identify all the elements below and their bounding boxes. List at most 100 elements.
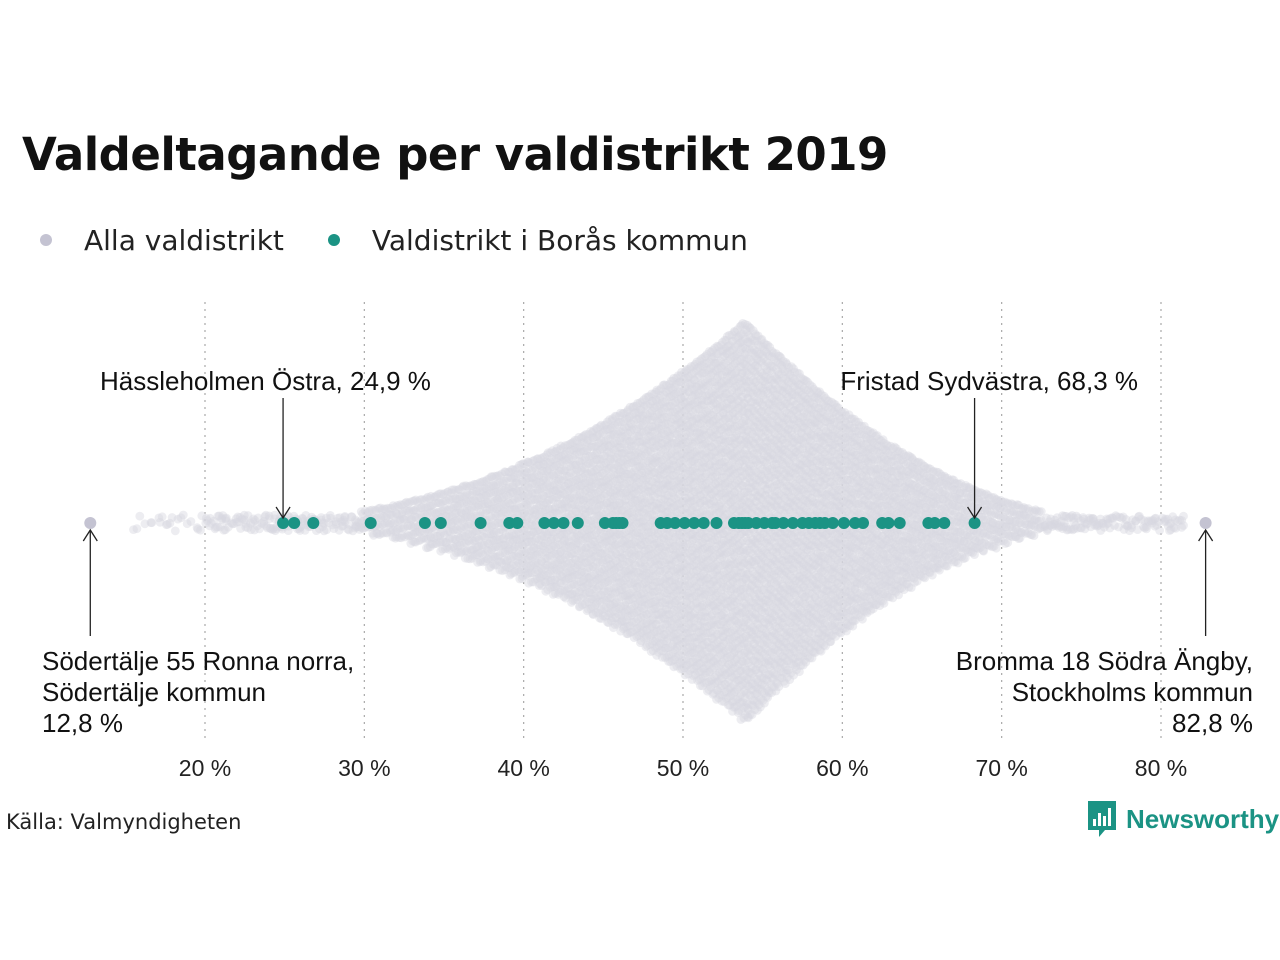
district-point: [392, 532, 402, 542]
district-point: [473, 502, 483, 512]
district-point: [450, 535, 460, 544]
district-point: [409, 522, 419, 532]
district-point: [413, 497, 423, 507]
district-point: [408, 536, 418, 546]
district-point: [375, 522, 384, 532]
district-point: [262, 521, 271, 531]
district-point: [445, 527, 455, 536]
district-point: [434, 498, 444, 508]
legend-marker-boras: [327, 234, 340, 246]
district-point: [270, 526, 280, 536]
district-point: [390, 502, 400, 512]
district-point: [217, 513, 227, 523]
district-point: [377, 520, 387, 530]
district-point: [357, 523, 366, 532]
district-point: [465, 537, 475, 547]
district-point: [237, 514, 247, 524]
district-point: [426, 501, 436, 511]
district-point: [446, 495, 456, 505]
district-point: [381, 528, 391, 537]
district-point: [371, 506, 381, 516]
district-point: [318, 522, 327, 531]
district-point: [403, 530, 412, 540]
district-point: [470, 526, 480, 536]
district-point: [453, 541, 463, 551]
district-point: [481, 477, 491, 486]
district-point: [250, 515, 260, 525]
district-point: [460, 546, 470, 556]
district-point: [260, 512, 270, 522]
district-point: [201, 514, 211, 523]
district-point: [221, 516, 231, 526]
district-point: [423, 527, 433, 536]
legend-item-boras: Valdistrikt i Borås kommun: [327, 224, 748, 257]
district-point: [210, 524, 220, 534]
district-point: [466, 545, 475, 555]
district-point: [479, 476, 488, 486]
district-point: [423, 509, 432, 519]
district-point: [476, 548, 486, 558]
district-point: [268, 523, 278, 533]
district-point: [382, 511, 392, 521]
district-point: [438, 497, 448, 506]
district-point: [147, 518, 157, 528]
district-point: [467, 481, 476, 490]
district-point: [219, 525, 229, 535]
district-point: [462, 482, 472, 491]
district-point: [452, 502, 461, 511]
district-point: [430, 492, 440, 502]
district-point: [455, 533, 465, 543]
district-point: [398, 524, 408, 533]
district-point: [456, 523, 466, 533]
district-point: [337, 521, 347, 531]
district-point: [469, 486, 478, 496]
district-point: [395, 515, 405, 525]
district-point: [461, 523, 471, 532]
district-point: [459, 522, 469, 531]
district-point: [413, 503, 423, 513]
district-point: [450, 516, 460, 526]
district-point: [364, 507, 373, 517]
district-point: [415, 495, 425, 505]
district-point: [375, 503, 385, 513]
district-point: [444, 505, 454, 515]
district-point: [325, 511, 335, 520]
district-point: [422, 543, 431, 553]
district-point: [249, 514, 258, 524]
district-point: [467, 553, 477, 563]
district-point: [417, 495, 427, 504]
district-point: [378, 528, 388, 538]
district-point: [398, 507, 408, 516]
district-point: [339, 515, 349, 525]
district-point: [201, 518, 211, 528]
district-point: [451, 548, 461, 558]
district-point: [457, 531, 467, 541]
district-point: [462, 497, 471, 506]
district-point: [459, 481, 468, 491]
district-point: [411, 495, 421, 505]
district-point: [378, 520, 388, 530]
district-point: [452, 516, 461, 525]
district-point: [461, 531, 470, 541]
district-point: [425, 501, 435, 511]
district-point: [462, 499, 472, 508]
district-point: [433, 498, 443, 508]
district-point: [467, 504, 477, 513]
district-point: [409, 506, 419, 515]
district-point: [409, 496, 419, 506]
district-point: [475, 487, 485, 496]
district-point: [351, 522, 361, 532]
district-point: [295, 526, 305, 535]
district-point: [471, 543, 480, 553]
district-point: [472, 542, 482, 552]
chart-title: Valdeltagande per valdistrikt 2019: [22, 128, 888, 181]
district-point: [388, 510, 398, 520]
district-point: [331, 517, 341, 526]
district-point: [463, 554, 473, 563]
district-point: [403, 499, 413, 508]
district-point: [410, 537, 419, 547]
district-point: [457, 492, 467, 501]
district-point: [444, 544, 454, 554]
district-point: [383, 503, 392, 513]
district-point: [406, 539, 416, 548]
